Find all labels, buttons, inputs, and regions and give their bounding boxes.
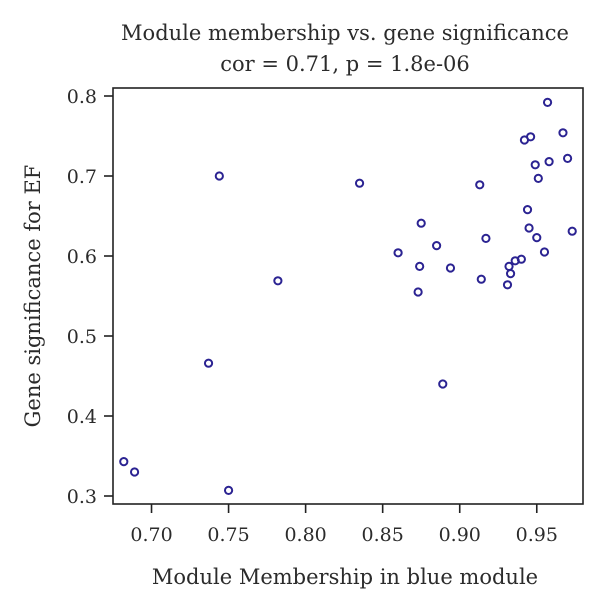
y-tick-label: 0.7 — [67, 166, 97, 188]
data-point — [524, 223, 534, 233]
y-tick-label: 0.4 — [67, 406, 97, 428]
data-point — [415, 261, 425, 271]
data-points — [119, 97, 577, 495]
data-point — [203, 358, 214, 368]
x-tick-label: 0.70 — [130, 524, 172, 546]
data-point — [475, 180, 485, 190]
y-axis-label: Gene significance for EF — [21, 165, 45, 428]
x-tick-label: 0.85 — [362, 524, 404, 546]
data-point — [526, 132, 536, 142]
y-tick-label: 0.3 — [67, 486, 97, 508]
data-point — [532, 233, 542, 243]
data-point — [476, 274, 486, 284]
chart-title: Module membership vs. gene significance — [121, 21, 569, 45]
x-tick-label: 0.80 — [284, 524, 326, 546]
data-point — [567, 226, 577, 236]
data-point — [539, 247, 550, 257]
y-tick-label: 0.5 — [67, 326, 97, 348]
y-tick-label: 0.8 — [67, 86, 97, 108]
data-point — [393, 248, 403, 258]
data-point — [416, 218, 426, 228]
data-point — [438, 379, 448, 389]
data-point — [445, 263, 456, 273]
x-tick-label: 0.90 — [439, 524, 481, 546]
data-point — [522, 205, 533, 215]
data-point — [481, 233, 491, 243]
data-point — [214, 171, 224, 181]
data-point — [354, 178, 365, 188]
plot-frame — [112, 87, 584, 505]
y-axis: 0.3 0.4 0.5 0.6 0.7 0.8 — [67, 86, 113, 508]
chart-subtitle: cor = 0.71, p = 1.8e-06 — [220, 52, 470, 76]
data-point — [413, 287, 423, 297]
data-point — [504, 261, 514, 271]
data-point — [223, 485, 234, 495]
data-point — [533, 173, 543, 183]
data-point — [432, 241, 442, 251]
y-tick-label: 0.6 — [67, 246, 97, 268]
data-point — [502, 280, 513, 290]
data-point — [516, 254, 526, 264]
x-axis-label: Module Membership in blue module — [152, 565, 538, 589]
data-point — [530, 160, 540, 170]
data-point — [542, 97, 553, 108]
data-point — [119, 457, 129, 467]
data-point — [273, 276, 283, 286]
data-point — [505, 269, 516, 279]
data-point — [544, 157, 554, 167]
data-point — [558, 128, 568, 138]
x-tick-label: 0.95 — [516, 524, 558, 546]
data-point — [129, 467, 140, 477]
data-point — [562, 153, 573, 163]
x-tick-label: 0.75 — [207, 524, 249, 546]
x-axis: 0.70 0.75 0.80 0.85 0.90 0.95 — [130, 504, 558, 546]
